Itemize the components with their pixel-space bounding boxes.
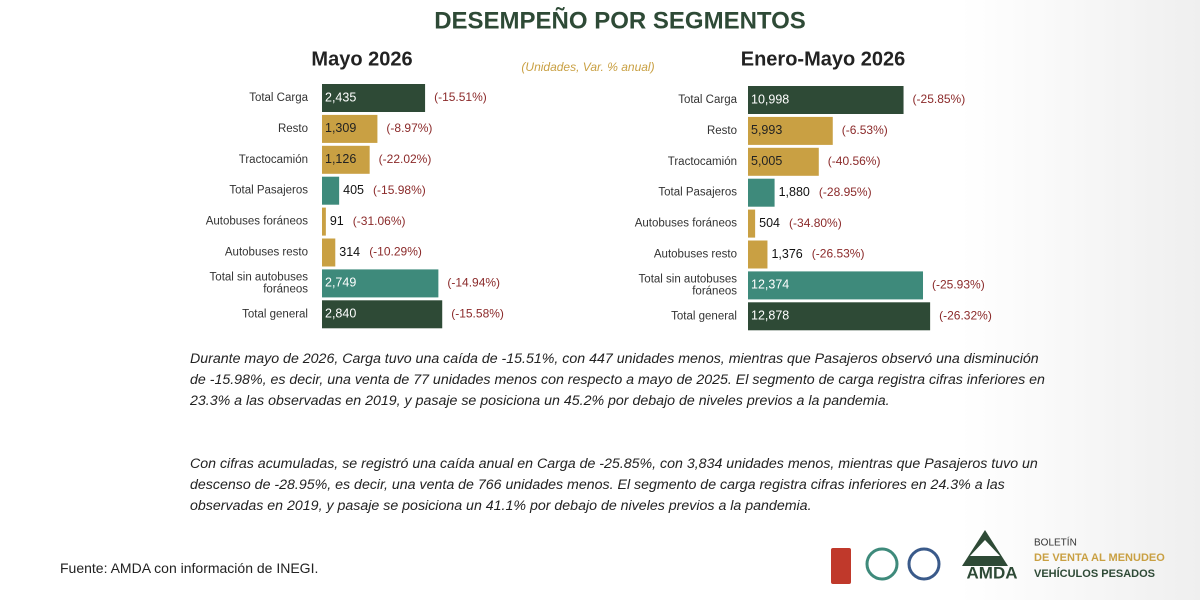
category-label: Resto	[278, 123, 308, 135]
category-label: Total Carga	[249, 92, 308, 104]
variation-label: (-26.53%)	[812, 247, 865, 261]
category-label: Total general	[671, 310, 737, 322]
logo-line: BOLETÍN	[1034, 536, 1077, 549]
chart-title: Enero-Mayo 2026	[741, 48, 906, 70]
value-label: 405	[343, 183, 364, 197]
variation-label: (-6.53%)	[842, 123, 888, 137]
bar	[748, 271, 924, 300]
value-label: 314	[339, 245, 360, 259]
bar	[322, 176, 340, 205]
category-label: Tractocamión	[668, 156, 737, 168]
category-label: Total sin autobuses foráneos	[210, 271, 309, 295]
category-label: Total general	[242, 308, 308, 320]
value-label: 5,993	[751, 123, 782, 137]
category-label: Total Carga	[678, 94, 737, 106]
bar	[748, 209, 756, 238]
variation-label: (-25.93%)	[932, 278, 985, 292]
value-label: 2,840	[325, 307, 356, 321]
bar	[322, 84, 426, 112]
value-label: 504	[759, 216, 780, 230]
source: Fuente: AMDA con información de INEGI.	[60, 560, 319, 576]
logo-line: DE VENTA AL MENUDEO	[1034, 552, 1165, 564]
variation-label: (-28.95%)	[819, 185, 872, 199]
bar	[322, 300, 443, 329]
bar	[322, 238, 336, 267]
value-label: 12,374	[751, 278, 789, 292]
bar	[748, 240, 768, 269]
variation-label: (-15.98%)	[373, 183, 426, 197]
bar	[322, 114, 378, 143]
value-label: 1,880	[779, 185, 810, 199]
value-label: 12,878	[751, 309, 789, 323]
bar	[748, 116, 833, 145]
variation-label: (-15.58%)	[451, 306, 504, 320]
value-label: 2,749	[325, 276, 356, 290]
variation-label: (-8.97%)	[386, 121, 432, 135]
value-label: 91	[330, 214, 344, 228]
bar	[748, 147, 819, 176]
value-label: 5,005	[751, 154, 782, 168]
variation-label: (-34.80%)	[789, 216, 842, 230]
bar	[322, 269, 439, 298]
variation-label: (-26.32%)	[939, 308, 992, 322]
value-label: 10,998	[751, 92, 789, 106]
category-label: Autobuses resto	[225, 247, 308, 259]
bar	[748, 86, 904, 114]
value-label: 1,376	[771, 247, 802, 261]
paragraph: Durante mayo de 2026, Carga tuvo una caí…	[190, 351, 1045, 409]
logo-name: AMDA	[967, 563, 1018, 582]
units-note: (Unidades, Var. % anual)	[521, 60, 654, 74]
paragraph: Con cifras acumuladas, se registró una c…	[190, 456, 1038, 514]
variation-label: (-14.94%)	[447, 276, 500, 290]
category-label: Tractocamión	[239, 154, 308, 166]
value-label: 1,126	[325, 152, 356, 166]
logo-line: VEHÍCULOS PESADOS	[1034, 567, 1155, 580]
category-label: Total sin autobuses foráneos	[639, 273, 738, 297]
bar	[322, 145, 370, 174]
variation-label: (-15.51%)	[434, 90, 487, 104]
variation-label: (-31.06%)	[353, 214, 406, 228]
variation-label: (-22.02%)	[379, 152, 432, 166]
variation-label: (-10.29%)	[369, 245, 422, 259]
category-label: Autobuses foráneos	[635, 218, 738, 230]
variation-label: (-40.56%)	[828, 154, 881, 168]
bar	[748, 302, 931, 331]
category-label: Resto	[707, 125, 737, 137]
value-label: 1,309	[325, 121, 356, 135]
value-label: 2,435	[325, 90, 356, 104]
category-label: Total Pasajeros	[229, 185, 308, 197]
page-title: DESEMPEÑO POR SEGMENTOS	[434, 6, 806, 34]
bar	[322, 207, 326, 236]
bar	[748, 178, 775, 207]
category-label: Autobuses foráneos	[206, 216, 309, 228]
logos	[831, 530, 1008, 584]
variation-label: (-25.85%)	[913, 92, 966, 106]
category-label: Autobuses resto	[654, 249, 737, 261]
chart-title: Mayo 2026	[311, 48, 412, 70]
category-label: Total Pasajeros	[658, 187, 737, 199]
